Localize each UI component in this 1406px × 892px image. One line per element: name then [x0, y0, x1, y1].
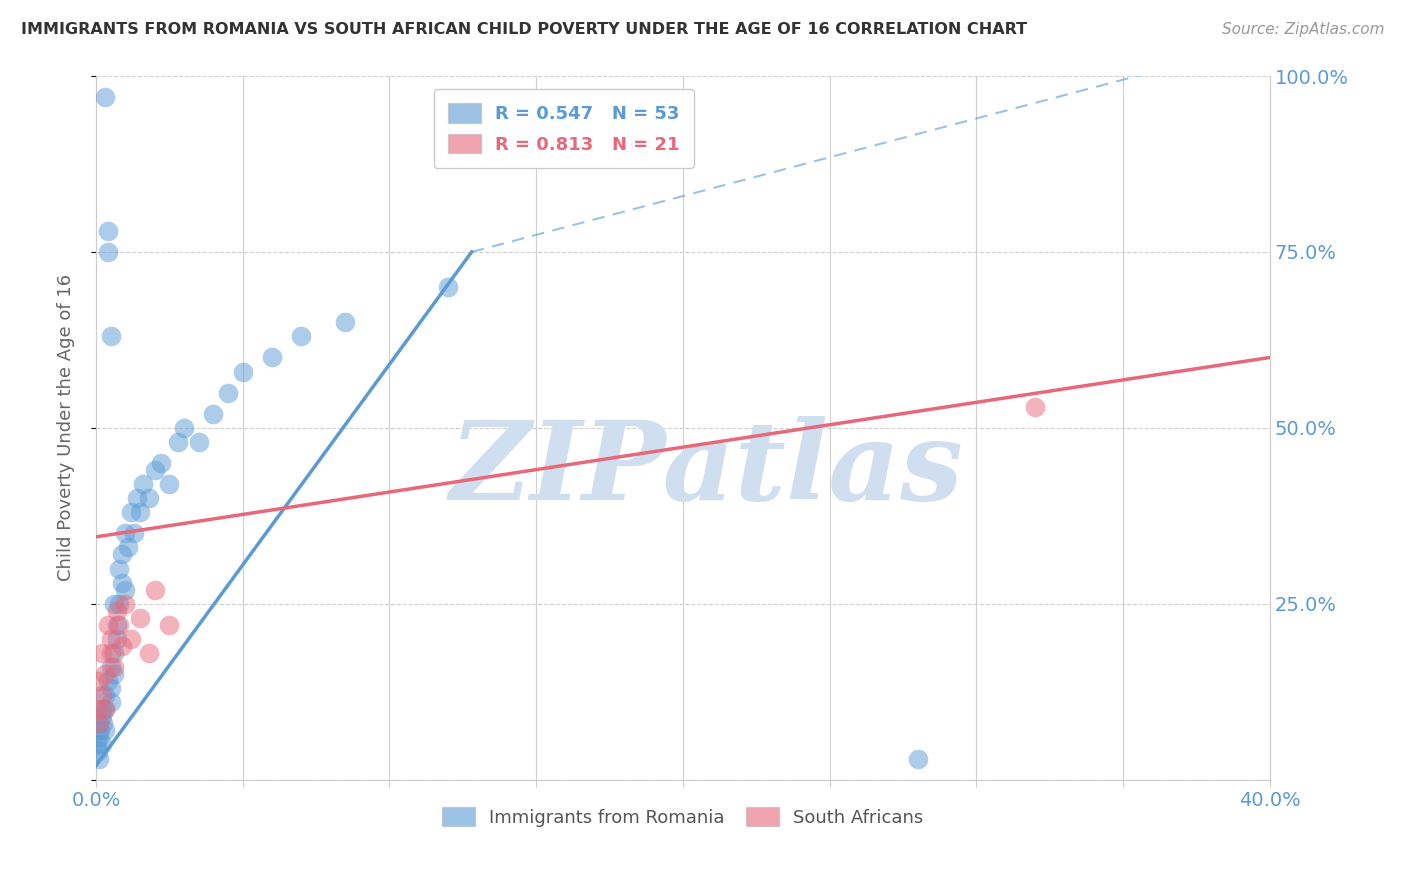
Point	[232, 365, 254, 379]
Point	[87, 751, 110, 765]
Point	[143, 463, 166, 477]
Point	[114, 526, 136, 541]
Point	[335, 315, 357, 329]
Point	[97, 617, 120, 632]
Point	[114, 582, 136, 597]
Point	[157, 617, 180, 632]
Point	[94, 688, 117, 702]
Point	[86, 702, 108, 716]
Point	[87, 731, 110, 745]
Point	[173, 421, 195, 435]
Point	[117, 541, 139, 555]
Point	[108, 617, 131, 632]
Point	[105, 632, 128, 646]
Point	[202, 407, 225, 421]
Point	[157, 477, 180, 491]
Point	[94, 702, 117, 716]
Point	[437, 280, 460, 294]
Point	[187, 434, 209, 449]
Point	[100, 660, 122, 674]
Point	[103, 667, 125, 681]
Point	[1024, 400, 1046, 414]
Point	[90, 709, 112, 723]
Point	[90, 688, 112, 702]
Point	[167, 434, 190, 449]
Point	[93, 716, 115, 731]
Point	[90, 738, 112, 752]
Point	[100, 695, 122, 709]
Point	[111, 639, 134, 653]
Point	[217, 385, 239, 400]
Point	[120, 505, 142, 519]
Point	[120, 632, 142, 646]
Point	[111, 548, 134, 562]
Point	[97, 224, 120, 238]
Point	[122, 526, 145, 541]
Point	[138, 491, 160, 505]
Point	[100, 681, 122, 695]
Y-axis label: Child Poverty Under the Age of 16: Child Poverty Under the Age of 16	[58, 274, 75, 582]
Point	[94, 702, 117, 716]
Point	[94, 667, 117, 681]
Point	[105, 604, 128, 618]
Point	[97, 674, 120, 689]
Point	[90, 646, 112, 660]
Point	[89, 723, 111, 738]
Point	[90, 702, 112, 716]
Text: ZIPatlas: ZIPatlas	[450, 417, 963, 524]
Point	[129, 505, 152, 519]
Point	[87, 674, 110, 689]
Point	[290, 329, 312, 343]
Point	[100, 632, 122, 646]
Point	[114, 597, 136, 611]
Point	[100, 646, 122, 660]
Point	[111, 575, 134, 590]
Point	[127, 491, 149, 505]
Point	[132, 477, 155, 491]
Text: IMMIGRANTS FROM ROMANIA VS SOUTH AFRICAN CHILD POVERTY UNDER THE AGE OF 16 CORRE: IMMIGRANTS FROM ROMANIA VS SOUTH AFRICAN…	[21, 22, 1028, 37]
Point	[108, 597, 131, 611]
Point	[262, 351, 284, 365]
Point	[108, 561, 131, 575]
Point	[86, 738, 108, 752]
Legend: Immigrants from Romania, South Africans: Immigrants from Romania, South Africans	[434, 799, 931, 834]
Point	[94, 723, 117, 738]
Point	[105, 617, 128, 632]
Point	[87, 716, 110, 731]
Point	[149, 456, 172, 470]
Point	[87, 744, 110, 758]
Point	[143, 582, 166, 597]
Point	[129, 611, 152, 625]
Point	[100, 329, 122, 343]
Point	[97, 244, 120, 259]
Point	[94, 90, 117, 104]
Point	[907, 751, 929, 765]
Point	[103, 597, 125, 611]
Text: Source: ZipAtlas.com: Source: ZipAtlas.com	[1222, 22, 1385, 37]
Point	[138, 646, 160, 660]
Point	[103, 660, 125, 674]
Point	[87, 716, 110, 731]
Point	[103, 646, 125, 660]
